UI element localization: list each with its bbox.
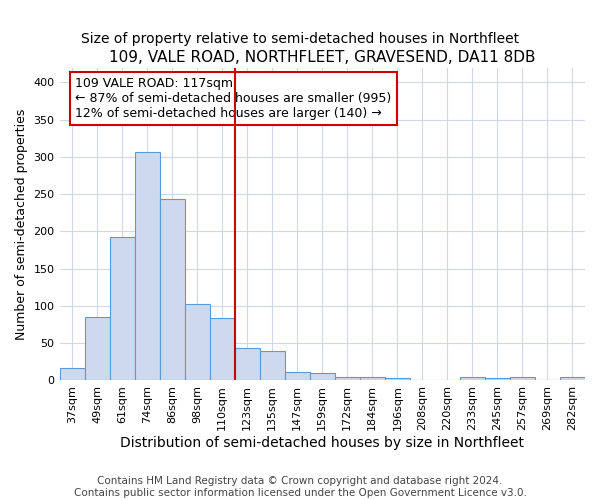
Bar: [209, 318, 235, 380]
Bar: [160, 198, 185, 380]
Bar: [110, 236, 134, 380]
Bar: [460, 376, 485, 380]
Bar: [260, 352, 285, 380]
Bar: [235, 348, 260, 380]
Bar: [59, 368, 85, 380]
Bar: [335, 378, 360, 380]
X-axis label: Distribution of semi-detached houses by size in Northfleet: Distribution of semi-detached houses by …: [120, 436, 524, 450]
Bar: [485, 378, 510, 380]
Bar: [85, 317, 110, 380]
Bar: [560, 378, 585, 380]
Y-axis label: Number of semi-detached properties: Number of semi-detached properties: [15, 108, 28, 340]
Bar: [385, 378, 410, 380]
Bar: [360, 376, 385, 380]
Title: 109, VALE ROAD, NORTHFLEET, GRAVESEND, DA11 8DB: 109, VALE ROAD, NORTHFLEET, GRAVESEND, D…: [109, 50, 536, 65]
Bar: [134, 152, 160, 380]
Bar: [285, 372, 310, 380]
Text: Size of property relative to semi-detached houses in Northfleet: Size of property relative to semi-detach…: [81, 32, 519, 46]
Bar: [310, 373, 335, 380]
Text: Contains HM Land Registry data © Crown copyright and database right 2024.
Contai: Contains HM Land Registry data © Crown c…: [74, 476, 526, 498]
Text: 109 VALE ROAD: 117sqm
← 87% of semi-detached houses are smaller (995)
12% of sem: 109 VALE ROAD: 117sqm ← 87% of semi-deta…: [76, 77, 392, 120]
Bar: [510, 378, 535, 380]
Bar: [185, 304, 209, 380]
